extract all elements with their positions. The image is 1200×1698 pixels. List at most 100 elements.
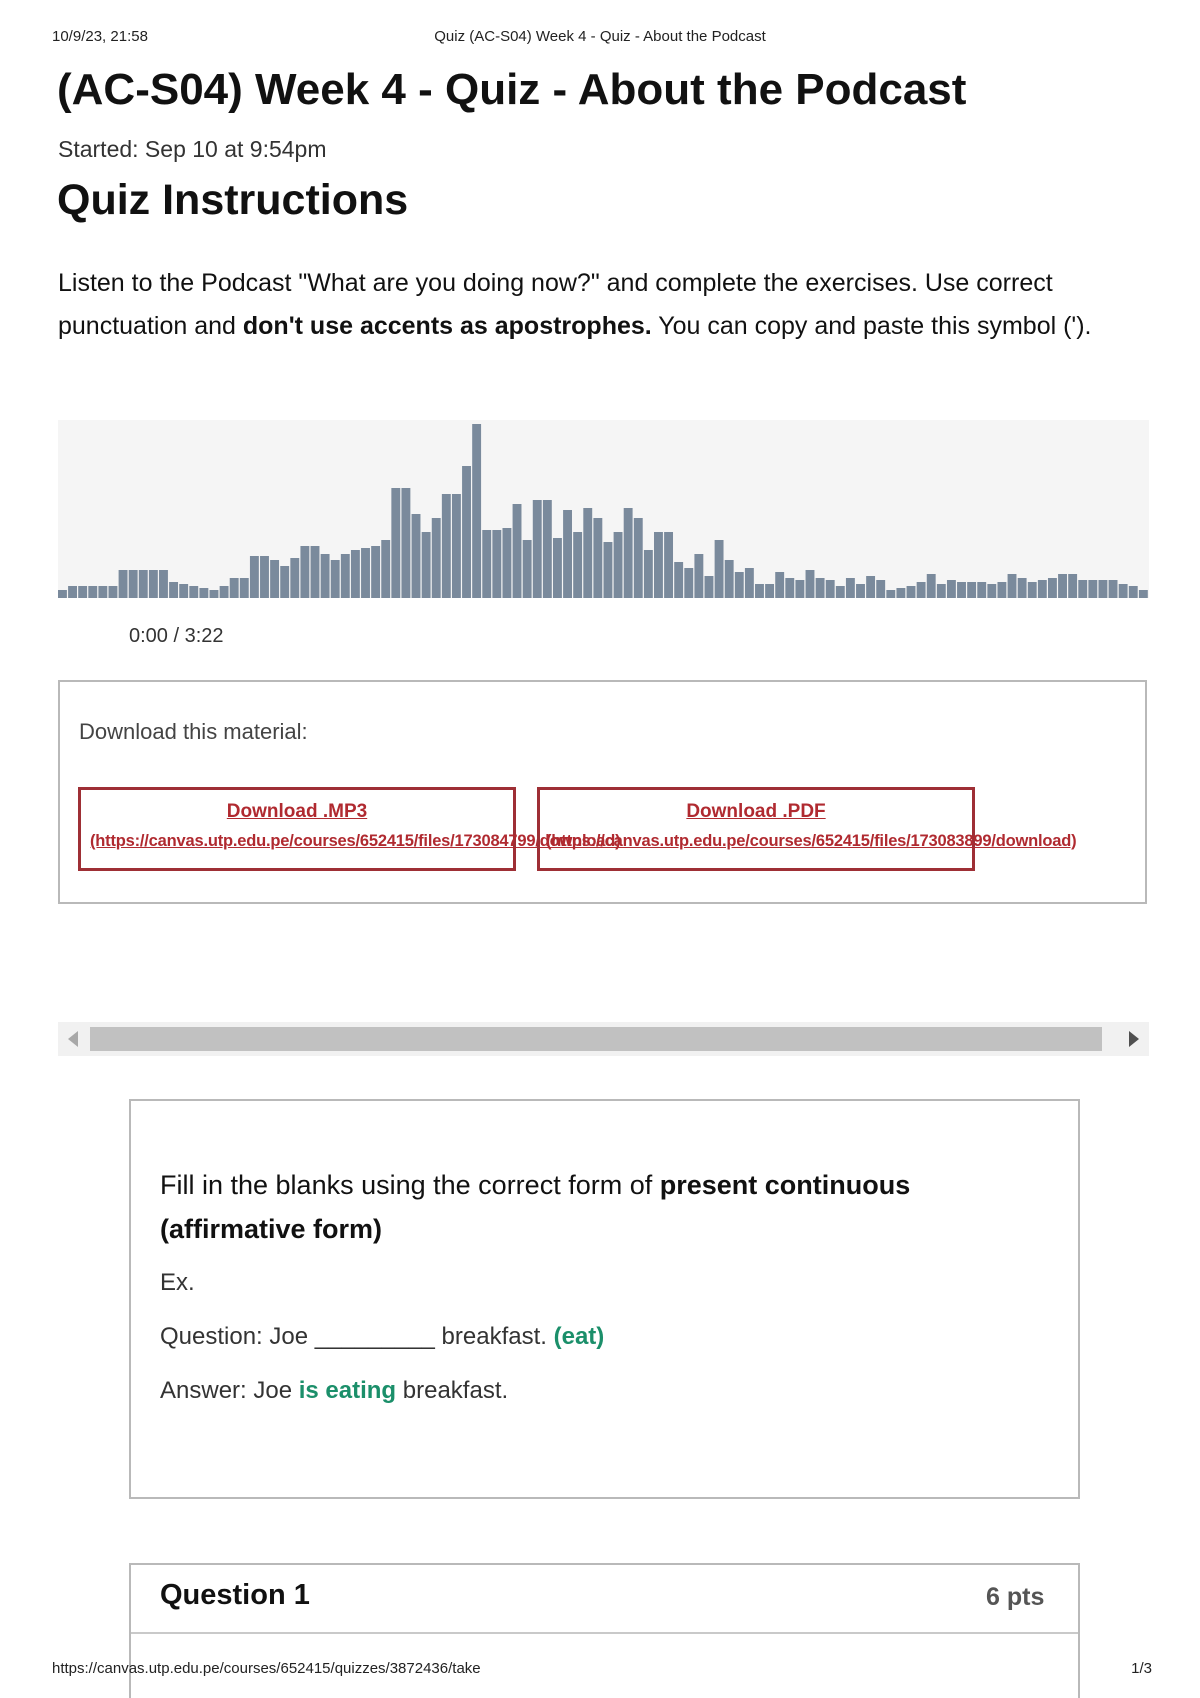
waveform-bar	[654, 532, 663, 598]
waveform-bar	[1058, 574, 1067, 598]
scroll-right-arrow-icon[interactable]	[1129, 1031, 1139, 1047]
waveform-bar	[926, 574, 936, 598]
waveform-bar	[957, 582, 966, 598]
download-panel-gap	[94, 678, 479, 680]
waveform-bar	[633, 518, 643, 598]
download-mp3-link[interactable]: Download .MP3	[226, 801, 368, 822]
waveform-bar	[876, 580, 886, 598]
waveform-bar	[916, 582, 926, 598]
waveform-bar	[542, 500, 552, 598]
question-1-title: Question 1	[160, 1579, 310, 1611]
horizontal-scrollbar[interactable]	[58, 1022, 1149, 1056]
waveform-bar	[815, 578, 825, 598]
waveform-bar	[896, 588, 906, 598]
print-url: https://canvas.utp.edu.pe/courses/652415…	[52, 1660, 481, 1677]
waveform-bar	[724, 560, 734, 598]
instructions-text: Listen to the Podcast "What are you doin…	[58, 262, 1148, 348]
waveform-bar	[350, 550, 360, 598]
waveform-bar	[189, 586, 199, 598]
waveform-bar	[967, 582, 977, 598]
waveform-bar	[694, 554, 704, 598]
waveform-bar	[108, 586, 118, 598]
waveform-bar	[310, 546, 320, 598]
waveform-bar	[866, 576, 876, 598]
waveform-bar	[825, 580, 835, 598]
waveform-bar	[280, 566, 290, 598]
waveform-bar	[88, 586, 98, 598]
waveform-bar	[431, 518, 441, 598]
waveform-bar	[320, 554, 330, 598]
waveform-bar	[371, 546, 381, 598]
download-pdf-link[interactable]: Download .PDF	[686, 801, 826, 822]
waveform-bar	[563, 510, 572, 598]
instructions-heading: Quiz Instructions	[57, 176, 409, 224]
waveform-bar	[1007, 574, 1017, 598]
waveform-bar	[643, 550, 653, 598]
waveform-bar	[522, 540, 532, 598]
waveform-bar	[714, 540, 724, 598]
waveform-bar	[977, 582, 987, 598]
waveform-bar	[330, 560, 340, 598]
waveform-bar	[1078, 580, 1088, 598]
waveform-bar	[118, 570, 128, 598]
waveform-bar	[1128, 586, 1138, 598]
audio-player[interactable]	[58, 420, 1149, 598]
question-1-header-divider	[131, 1632, 1078, 1634]
waveform-bar	[775, 572, 785, 598]
waveform-bar	[169, 582, 179, 598]
waveform-bar	[58, 590, 67, 598]
waveform-bar	[159, 570, 168, 598]
waveform-bar	[623, 508, 633, 598]
question-1-points: 6 pts	[986, 1583, 1045, 1611]
download-pdf-button[interactable]	[537, 787, 975, 871]
waveform-bar	[1047, 578, 1057, 598]
audio-waveform[interactable]	[58, 420, 1149, 598]
waveform-bar	[300, 546, 310, 598]
waveform-bar	[361, 548, 370, 598]
download-mp3-button[interactable]	[78, 787, 516, 871]
example-question: Question: Joe _________ breakfast. (eat)	[160, 1323, 604, 1351]
waveform-bar	[249, 556, 259, 598]
download-panel	[58, 680, 1147, 904]
waveform-bar	[179, 584, 189, 598]
waveform-bar	[401, 488, 411, 598]
audio-time: 0:00 / 3:22	[129, 625, 224, 647]
waveform-bar	[148, 570, 158, 598]
scrollbar-thumb[interactable]	[90, 1027, 1102, 1051]
waveform-bar	[78, 586, 88, 598]
example-heading-part-1: Fill in the blanks using the correct for…	[160, 1170, 660, 1200]
example-answer: Answer: Joe is eating breakfast.	[160, 1377, 508, 1405]
instructions-text-part-1: Listen to the Podcast "What are you doin…	[58, 269, 1053, 340]
waveform-bar	[340, 554, 350, 598]
example-heading-bold: present continuous (affirmative form)	[160, 1170, 911, 1244]
waveform-bar	[290, 558, 300, 598]
waveform-bar	[441, 494, 451, 598]
page-title: (AC-S04) Week 4 - Quiz - About the Podca…	[57, 65, 967, 114]
waveform-bar	[805, 570, 815, 598]
waveform-bar	[845, 578, 855, 598]
waveform-bar	[532, 500, 542, 598]
waveform-bar	[987, 584, 997, 598]
download-pdf-url[interactable]: (https://canvas.utp.edu.pe/courses/65241…	[546, 832, 1077, 850]
waveform-bar	[1108, 580, 1118, 598]
download-label: Download this material:	[79, 719, 308, 744]
example-answer-text: Answer: Joe	[160, 1377, 299, 1404]
waveform-bar	[138, 570, 148, 598]
waveform-bar	[552, 538, 562, 598]
waveform-bar	[1068, 574, 1078, 598]
waveform-bar	[613, 532, 623, 598]
waveform-bar	[936, 584, 946, 598]
example-answer-bold: is eating	[298, 1377, 397, 1404]
scroll-left-arrow-icon[interactable]	[68, 1031, 78, 1047]
waveform-bar	[1027, 582, 1037, 598]
download-mp3-url[interactable]: (https://canvas.utp.edu.pe/courses/65241…	[90, 832, 621, 850]
waveform-bar	[209, 590, 219, 598]
waveform-bar	[573, 532, 583, 598]
waveform-bar	[734, 572, 744, 598]
example-question-hint: (eat)	[553, 1323, 605, 1350]
started-timestamp: Started: Sep 10 at 9:54pm	[58, 136, 327, 162]
instructions-text-part-2: You can copy and paste this symbol (').	[651, 312, 1092, 340]
waveform-bar	[684, 568, 694, 598]
waveform-bar	[472, 424, 482, 598]
waveform-bar	[1138, 590, 1148, 598]
